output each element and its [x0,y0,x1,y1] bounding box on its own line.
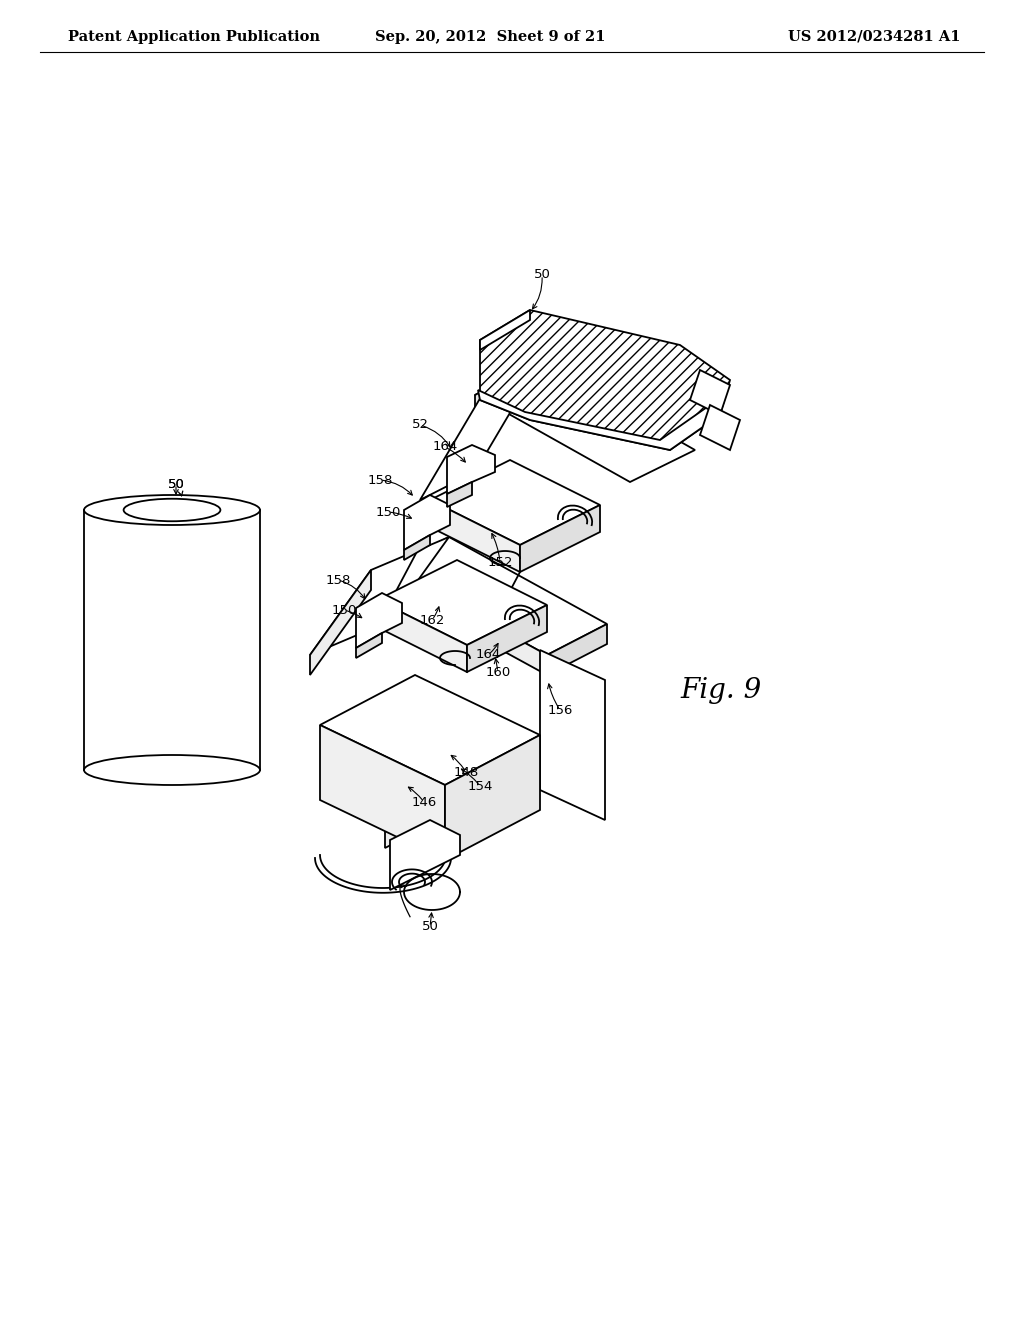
Text: 162: 162 [419,614,444,627]
Text: Fig. 9: Fig. 9 [680,676,761,704]
Text: US 2012/0234281 A1: US 2012/0234281 A1 [787,30,961,44]
Polygon shape [388,568,547,675]
Text: 158: 158 [368,474,392,487]
Text: 152: 152 [487,556,513,569]
Polygon shape [420,362,540,500]
Polygon shape [467,605,547,672]
Polygon shape [430,500,520,572]
Polygon shape [478,389,720,450]
Text: 150: 150 [376,506,400,519]
Text: 50: 50 [422,920,438,933]
Polygon shape [480,310,530,350]
Polygon shape [404,495,450,550]
Text: 50: 50 [168,479,184,491]
Text: 50: 50 [168,478,184,491]
Polygon shape [310,537,449,655]
Ellipse shape [124,499,220,521]
Polygon shape [540,649,605,820]
Polygon shape [319,725,445,861]
Polygon shape [385,692,420,847]
Polygon shape [520,506,600,572]
Text: 156: 156 [547,704,572,717]
Text: 52: 52 [412,418,428,432]
Polygon shape [356,634,382,657]
Polygon shape [447,482,472,507]
Text: 154: 154 [467,780,493,792]
Ellipse shape [84,495,260,525]
Polygon shape [319,675,540,785]
Polygon shape [690,370,730,414]
Polygon shape [475,362,695,482]
Polygon shape [377,560,547,645]
Polygon shape [404,535,430,560]
Polygon shape [310,570,371,675]
Text: Patent Application Publication: Patent Application Publication [68,30,319,44]
Text: 158: 158 [326,573,350,586]
Polygon shape [447,445,495,494]
Polygon shape [388,537,607,655]
Text: 148: 148 [454,766,478,779]
Polygon shape [377,601,467,672]
Text: 164: 164 [432,441,458,454]
Polygon shape [547,624,607,675]
Text: Sep. 20, 2012  Sheet 9 of 21: Sep. 20, 2012 Sheet 9 of 21 [375,30,605,44]
Text: 164: 164 [475,648,501,661]
Polygon shape [475,362,540,420]
Polygon shape [356,593,402,648]
Text: 146: 146 [412,796,436,808]
Polygon shape [700,405,740,450]
Polygon shape [480,310,730,450]
Text: 150: 150 [332,603,356,616]
Polygon shape [430,459,600,545]
Polygon shape [390,820,460,890]
Text: 50: 50 [534,268,551,281]
Text: 160: 160 [485,665,511,678]
Polygon shape [445,735,540,861]
Ellipse shape [84,755,260,785]
